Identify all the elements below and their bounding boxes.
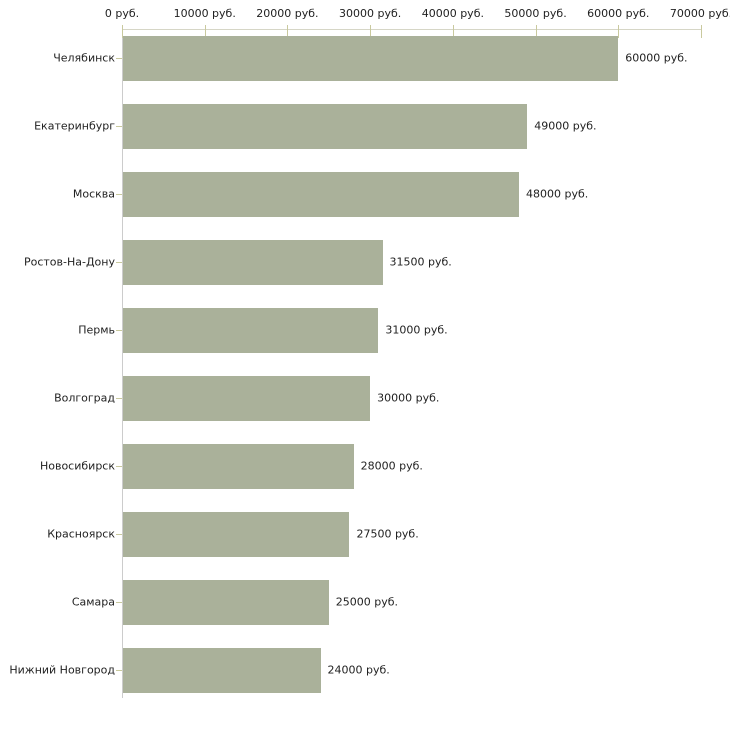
bar — [123, 511, 350, 557]
bar — [123, 307, 379, 353]
category-label: Самара — [71, 595, 115, 609]
x-axis-tick — [452, 25, 454, 38]
y-axis-tick — [116, 262, 122, 263]
bar — [123, 171, 520, 217]
bar — [123, 443, 354, 489]
x-axis-tick — [122, 25, 123, 38]
category-label: Москва — [72, 187, 115, 201]
value-label: 30000 руб. — [377, 391, 440, 405]
category-label: Ростов-На-Дону — [23, 255, 115, 269]
value-label: 27500 руб. — [356, 527, 419, 541]
y-axis-tick — [116, 58, 122, 59]
y-axis-tick — [116, 602, 122, 603]
value-label: 48000 руб. — [526, 187, 589, 201]
x-axis-line — [122, 29, 701, 30]
y-axis-tick — [116, 670, 122, 671]
y-axis-tick — [116, 398, 122, 399]
y-axis-line — [122, 29, 123, 698]
value-label: 31000 руб. — [385, 323, 448, 337]
x-axis-tick-label: 0 руб. — [104, 7, 140, 20]
category-label: Пермь — [78, 323, 115, 337]
value-label: 60000 руб. — [625, 51, 688, 65]
value-label: 49000 руб. — [534, 119, 597, 133]
bar — [123, 647, 321, 693]
y-axis-tick — [116, 194, 122, 195]
y-axis-tick — [116, 466, 122, 467]
bar — [123, 239, 383, 285]
bar — [123, 103, 528, 149]
category-label: Екатеринбург — [34, 119, 115, 133]
x-axis-tick — [618, 25, 620, 38]
y-axis-tick — [116, 534, 122, 535]
value-label: 28000 руб. — [360, 459, 423, 473]
y-axis-tick — [116, 330, 122, 331]
x-axis-tick-label: 50000 руб. — [504, 7, 567, 20]
category-label: Нижний Новгород — [9, 663, 115, 677]
x-axis-tick-label: 10000 руб. — [173, 7, 236, 20]
value-label: 25000 руб. — [335, 595, 399, 609]
y-axis-tick — [116, 126, 122, 127]
category-label: Волгоград — [54, 391, 115, 405]
value-label: 31500 руб. — [389, 255, 452, 269]
bar — [123, 35, 619, 81]
x-axis-tick — [701, 25, 702, 38]
category-label: Челябинск — [53, 51, 115, 65]
x-axis-tick-label: 70000 руб. — [669, 7, 730, 20]
x-axis-tick — [535, 25, 537, 38]
bar — [123, 375, 371, 421]
category-label: Красноярск — [47, 527, 115, 541]
category-label: Новосибирск — [39, 459, 115, 473]
bar — [123, 579, 329, 625]
x-axis-tick-label: 20000 руб. — [256, 7, 319, 20]
x-axis-tick-label: 40000 руб. — [421, 7, 484, 20]
x-axis-tick-label: 60000 руб. — [587, 7, 650, 20]
x-axis-tick — [204, 25, 206, 38]
x-axis-tick — [287, 25, 289, 38]
x-axis-tick-label: 30000 руб. — [339, 7, 402, 20]
value-label: 24000 руб. — [327, 663, 390, 677]
x-axis-tick — [370, 25, 372, 38]
